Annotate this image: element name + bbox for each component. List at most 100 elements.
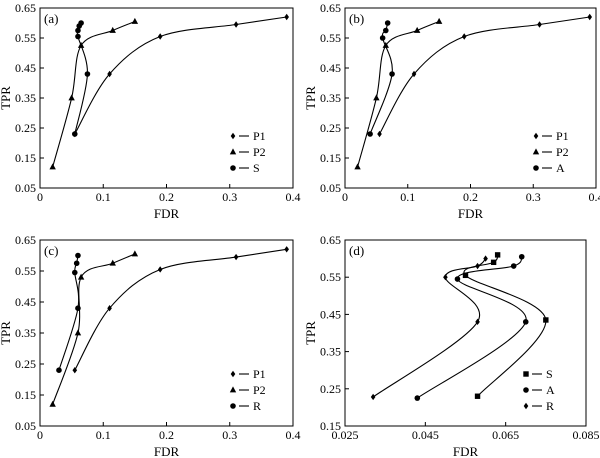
data-point-a xyxy=(510,263,517,269)
y-tick-label: 0.25 xyxy=(320,382,341,396)
legend-label: S xyxy=(253,161,260,175)
y-tick-label: 0.45 xyxy=(320,307,341,321)
y-tick-label: 0.35 xyxy=(320,345,341,359)
y-axis-title: TPR xyxy=(303,86,318,110)
y-tick-label: 0.15 xyxy=(320,151,341,165)
data-point-s xyxy=(490,259,497,266)
data-point-a xyxy=(522,319,529,325)
data-point-p1 xyxy=(233,21,239,28)
data-point-s xyxy=(462,272,469,279)
legend-label: A xyxy=(546,383,555,397)
data-point-p2 xyxy=(131,250,139,257)
y-tick-label: 0.65 xyxy=(320,233,341,247)
data-point-a xyxy=(367,131,373,137)
legend-marker-p2 xyxy=(229,148,237,155)
y-tick-label: 0.55 xyxy=(320,270,341,284)
data-point-a xyxy=(384,20,391,26)
legend-label: P2 xyxy=(556,145,569,159)
data-point-s xyxy=(543,317,549,323)
series-line-p2 xyxy=(52,20,136,168)
legend-label: P2 xyxy=(253,383,266,397)
legend-marker-a xyxy=(533,165,539,171)
data-point-p1 xyxy=(107,305,112,312)
panel-4: 0.025 0.045 0.065 0.085 0.15 0.25 0.35 0.45 0.55… xyxy=(303,233,600,458)
data-point-p1 xyxy=(587,13,593,21)
data-point-s xyxy=(78,20,84,26)
series-line-p2 xyxy=(357,20,440,168)
data-point-s xyxy=(71,131,78,137)
y-axis-title: TPR xyxy=(303,321,318,345)
data-point-p1 xyxy=(377,130,382,138)
data-point-p2 xyxy=(382,41,389,48)
series-line-p1 xyxy=(74,16,287,135)
series-line-a xyxy=(416,256,527,399)
data-point-p2 xyxy=(131,17,139,24)
legend-label: R xyxy=(253,399,261,413)
x-tick-label: 0.3 xyxy=(526,190,541,204)
x-tick-label: 0.2 xyxy=(159,428,174,442)
data-point-p2 xyxy=(77,273,85,280)
y-tick-label: 0.65 xyxy=(15,1,36,15)
y-tick-label: 0.45 xyxy=(320,61,341,75)
x-tick-label: 0.1 xyxy=(400,190,415,204)
data-point-s xyxy=(84,71,91,77)
series-line-r xyxy=(372,258,486,398)
data-point-p1 xyxy=(284,13,289,21)
data-point-p1 xyxy=(157,266,163,273)
data-point-r xyxy=(71,269,78,276)
data-point-r xyxy=(443,274,448,281)
data-point-p1 xyxy=(157,33,163,40)
x-tick-label: 0.2 xyxy=(159,190,174,204)
data-point-r xyxy=(475,262,480,270)
data-point-s xyxy=(75,27,81,34)
legend-marker-p1 xyxy=(533,132,539,140)
x-tick-label: 0.4 xyxy=(286,190,301,204)
y-tick-label: 0.65 xyxy=(320,1,341,15)
data-point-a xyxy=(454,276,461,282)
data-point-p2 xyxy=(435,17,443,24)
legend-marker-p1 xyxy=(230,370,236,378)
legend-label: P1 xyxy=(253,129,266,143)
x-axis-title: FDR xyxy=(154,206,180,221)
panel-label: (c) xyxy=(44,243,58,258)
legend-marker-s xyxy=(523,371,529,377)
data-point-a xyxy=(379,35,386,41)
y-tick-label: 0.15 xyxy=(15,388,36,402)
series-line-s xyxy=(463,254,547,397)
legend-label: A xyxy=(556,161,565,175)
y-tick-label: 0.05 xyxy=(15,181,36,195)
data-point-p2 xyxy=(49,163,56,170)
x-tick-label: 0.4 xyxy=(589,190,600,204)
y-tick-label: 0.35 xyxy=(320,91,341,105)
data-point-p2 xyxy=(413,26,421,33)
x-tick-label: 0.4 xyxy=(286,428,301,442)
y-tick-label: 0.55 xyxy=(15,264,36,278)
series-line-p2 xyxy=(52,253,136,405)
data-point-r xyxy=(75,252,81,259)
legend-label: R xyxy=(546,399,554,413)
data-point-p2 xyxy=(109,26,116,33)
data-point-p1 xyxy=(537,21,542,28)
x-tick-label: 0 xyxy=(342,190,348,204)
x-tick-label: 0.2 xyxy=(463,190,478,204)
data-point-s xyxy=(474,393,481,399)
data-point-s xyxy=(494,252,501,258)
y-tick-label: 0.25 xyxy=(15,121,36,135)
y-tick-label: 0.65 xyxy=(15,233,36,247)
legend-marker-a xyxy=(523,387,529,393)
data-point-p1 xyxy=(284,246,289,253)
panel-2: 0 0.1 0.2 0.3 0.4 0.05 0.15 0.25 0.35 0.45 0.55 0.6… xyxy=(303,1,600,221)
data-point-r xyxy=(73,260,80,267)
y-tick-label: 0.15 xyxy=(15,151,36,165)
y-tick-label: 0.05 xyxy=(320,181,341,195)
data-point-p2 xyxy=(49,400,56,407)
x-axis-title: FDR xyxy=(453,444,479,458)
series-line-s xyxy=(74,22,88,135)
y-tick-label: 0.25 xyxy=(320,121,341,135)
panel-label: (a) xyxy=(44,11,58,26)
y-tick-label: 0.55 xyxy=(15,31,36,45)
x-axis-title: FDR xyxy=(458,206,484,221)
data-point-p1 xyxy=(107,70,112,78)
y-tick-label: 0.45 xyxy=(15,61,36,75)
